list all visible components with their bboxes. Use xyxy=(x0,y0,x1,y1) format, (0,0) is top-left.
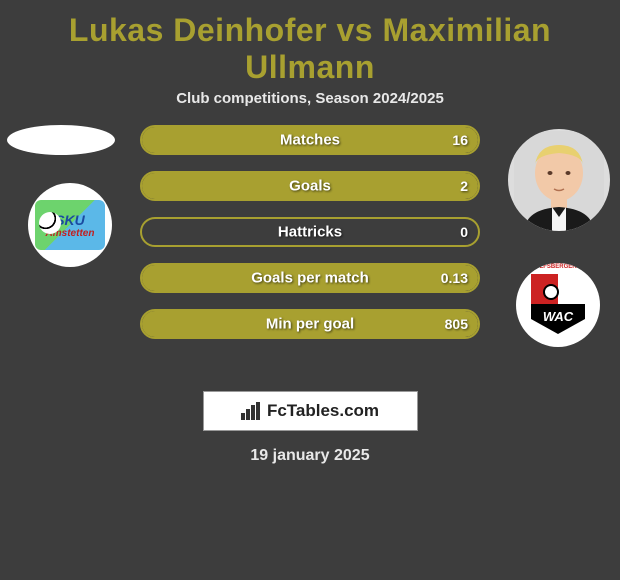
club-left-badge: SKU Amstetten xyxy=(35,200,105,250)
shield-icon: WAC xyxy=(531,274,585,334)
brand-box[interactable]: FcTables.com xyxy=(203,391,418,431)
player-face-icon xyxy=(514,131,604,231)
stat-bar: Goals 2 xyxy=(140,171,480,201)
stat-label: Hattricks xyxy=(278,224,342,241)
stat-fill-left xyxy=(142,265,149,291)
stat-label: Goals xyxy=(289,178,331,195)
bar-chart-icon xyxy=(241,402,261,420)
stat-label: Matches xyxy=(280,132,340,149)
stat-bar: Goals per match 0.13 xyxy=(140,263,480,293)
stat-value-right: 16 xyxy=(452,132,468,148)
subtitle: Club competitions, Season 2024/2025 xyxy=(0,90,620,125)
stat-value-right: 0.13 xyxy=(441,270,468,286)
club-right-top-text: WOLFSBERGER AC xyxy=(523,264,593,270)
club-left-logo: SKU Amstetten xyxy=(28,183,112,267)
stat-fill-left xyxy=(142,127,149,153)
soccer-ball-icon xyxy=(543,284,559,300)
date-line: 19 january 2025 xyxy=(0,447,620,465)
club-right-logo: WOLFSBERGER AC WAC xyxy=(516,263,600,347)
club-right-text: WAC xyxy=(531,309,585,324)
stat-bar: Min per goal 805 xyxy=(140,309,480,339)
club-right-badge: WOLFSBERGER AC WAC xyxy=(523,270,593,340)
stat-label: Min per goal xyxy=(266,316,354,333)
page-title: Lukas Deinhofer vs Maximilian Ullmann xyxy=(0,0,620,90)
soccer-ball-icon xyxy=(39,212,61,234)
stat-value-right: 805 xyxy=(445,316,468,332)
stat-fill-left xyxy=(142,311,149,337)
stat-fill-left xyxy=(142,173,149,199)
stat-label: Goals per match xyxy=(251,270,369,287)
brand-text: FcTables.com xyxy=(267,401,379,421)
player-right-avatar xyxy=(508,129,610,231)
stat-value-right: 0 xyxy=(460,224,468,240)
player-left-avatar-placeholder xyxy=(7,125,115,155)
stat-bar: Hattricks 0 xyxy=(140,217,480,247)
stat-bar: Matches 16 xyxy=(140,125,480,155)
stat-value-right: 2 xyxy=(460,178,468,194)
comparison-area: SKU Amstetten WOLFSBERGER AC WAC xyxy=(0,125,620,385)
stats-column: Matches 16 Goals 2 Hattricks 0 Goals per match… xyxy=(140,125,480,355)
